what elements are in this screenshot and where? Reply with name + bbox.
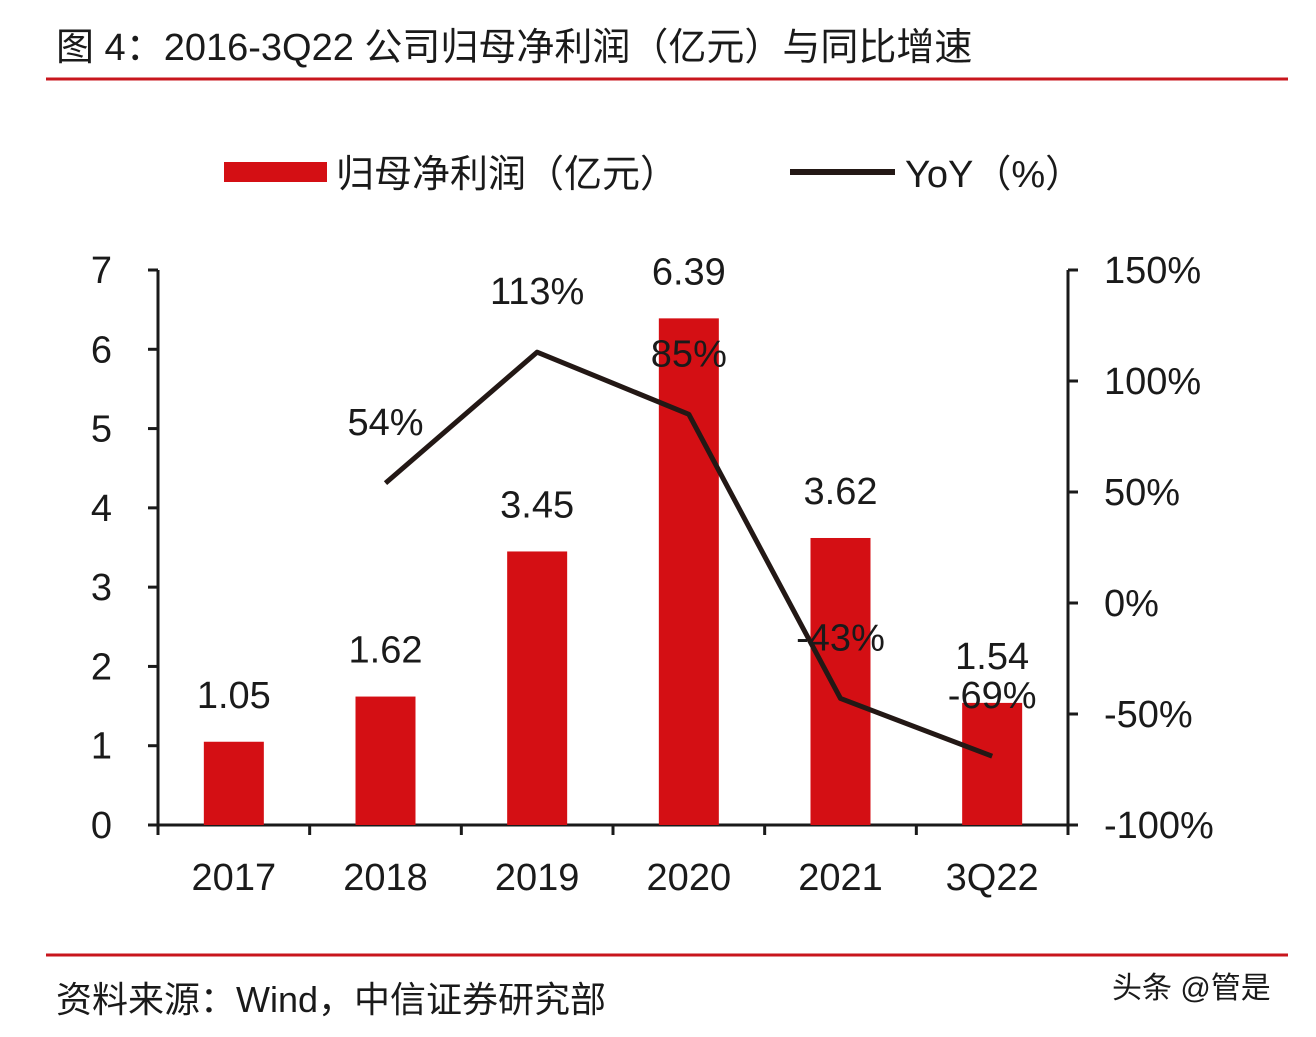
legend-line-label: YoY（%） — [905, 154, 1083, 196]
left-tick-label: 2 — [91, 646, 112, 688]
chart-title: 图 4：2016-3Q22 公司归母净利润（亿元）与同比增速 — [56, 27, 972, 69]
right-tick-label: 100% — [1104, 361, 1201, 403]
left-tick-label: 6 — [91, 329, 112, 371]
x-tick-label: 3Q22 — [946, 857, 1039, 899]
left-tick-label: 5 — [91, 409, 112, 451]
bar-2019 — [507, 551, 567, 825]
legend-bar-swatch — [224, 162, 327, 182]
source-note: 资料来源：Wind，中信证券研究部 — [56, 979, 606, 1020]
yoy-value-label: 54% — [347, 402, 423, 444]
bar-2017 — [204, 742, 264, 825]
bar-2020 — [659, 318, 719, 825]
yoy-value-label: 85% — [651, 333, 727, 375]
x-tick-label: 2018 — [343, 857, 428, 899]
bar-2021 — [811, 538, 871, 825]
x-tick-label: 2017 — [192, 857, 277, 899]
bar-value-label: 3.62 — [804, 471, 878, 513]
legend-bar-label: 归母净利润（亿元） — [336, 154, 678, 196]
data-labels: 1.05 1.62 3.45 6.39 3.62 1.54 54% 113% 85% -43% -6… — [197, 251, 1037, 717]
bar-value-label: 6.39 — [652, 251, 726, 293]
left-tick-label: 3 — [91, 567, 112, 609]
x-tick-label: 2019 — [495, 857, 580, 899]
legend: 归母净利润（亿元） YoY（%） — [224, 154, 1083, 196]
x-tick-label: 2021 — [798, 857, 883, 899]
watermark: 头条 @管是 — [1112, 972, 1271, 1005]
yoy-value-label: -69% — [948, 675, 1037, 717]
right-tick-label: -100% — [1104, 805, 1214, 847]
bar-value-label: 3.45 — [500, 484, 574, 526]
right-tick-label: 0% — [1104, 583, 1159, 625]
yoy-value-label: -43% — [796, 617, 885, 659]
bar-3Q22 — [962, 703, 1022, 825]
bar-2018 — [356, 697, 416, 825]
bar-value-label: 1.62 — [349, 630, 423, 672]
left-tick-label: 1 — [91, 726, 112, 768]
bar-value-label: 1.54 — [955, 636, 1029, 678]
left-tick-label: 0 — [91, 805, 112, 847]
bars — [204, 318, 1022, 825]
right-tick-label: 150% — [1104, 250, 1201, 292]
right-tick-label: 50% — [1104, 472, 1180, 514]
x-tick-label: 2020 — [647, 857, 732, 899]
right-tick-label: -50% — [1104, 694, 1193, 736]
left-tick-label: 4 — [91, 488, 112, 530]
bar-value-label: 1.05 — [197, 675, 271, 717]
left-tick-label: 7 — [91, 250, 112, 292]
yoy-value-label: 113% — [490, 271, 584, 313]
